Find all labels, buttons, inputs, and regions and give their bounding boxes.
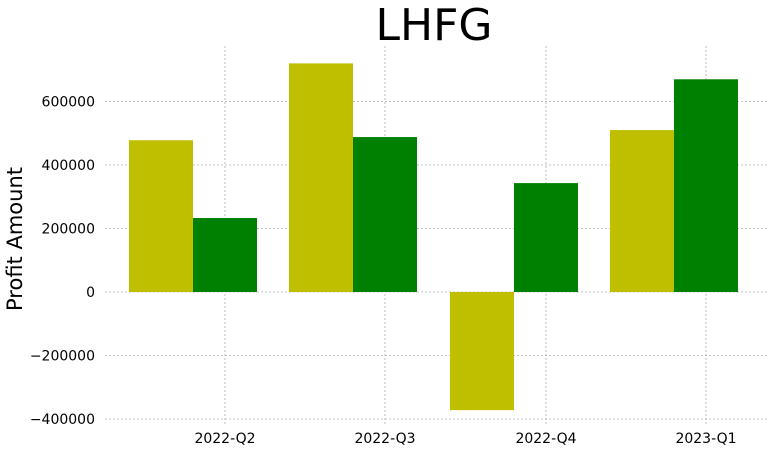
bars	[129, 63, 738, 411]
y-tick-label: −200000	[30, 349, 95, 365]
bar-series-2-2023-Q1	[674, 79, 738, 293]
y-tick-labels: −400000 −200000 0 200000 400000 600000	[30, 95, 95, 429]
bar-series-2-2022-Q4	[514, 183, 578, 292]
x-tick-label: 2022-Q3	[354, 431, 415, 447]
bar-series-2-2022-Q3	[353, 137, 417, 292]
y-tick-label: 200000	[42, 222, 95, 238]
x-tick-label: 2022-Q2	[194, 431, 255, 447]
bar-series-2-2022-Q2	[193, 218, 257, 292]
bar-series-1-2023-Q1	[610, 130, 674, 292]
x-tick-label: 2022-Q4	[515, 431, 576, 447]
y-tick-label: 400000	[42, 158, 95, 174]
bar-series-1-2022-Q3	[289, 63, 353, 293]
y-tick-label: 0	[86, 285, 95, 301]
chart-title: LHFG	[375, 0, 492, 51]
bar-series-1-2022-Q2	[129, 140, 193, 292]
x-tick-labels: 2022-Q2 2022-Q3 2022-Q4 2023-Q1	[194, 431, 736, 447]
y-axis-label: Profit Amount	[3, 167, 27, 311]
x-tick-label: 2023-Q1	[675, 431, 736, 447]
y-tick-label: 600000	[42, 95, 95, 111]
bar-series-1-2022-Q4	[450, 292, 514, 411]
y-tick-label: −400000	[30, 412, 95, 428]
